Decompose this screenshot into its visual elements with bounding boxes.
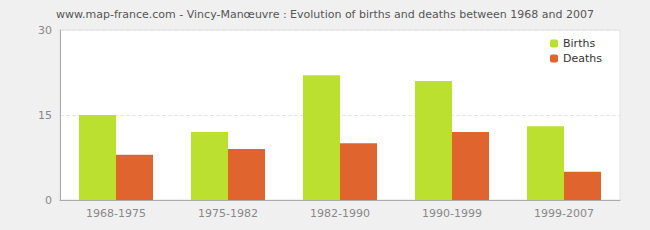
svg-text:Births: Births <box>563 37 595 50</box>
svg-text:1990-1999: 1990-1999 <box>422 207 482 220</box>
svg-text:30: 30 <box>38 24 52 37</box>
svg-text:1982-1990: 1982-1990 <box>310 207 370 220</box>
svg-text:1975-1982: 1975-1982 <box>198 207 258 220</box>
svg-text:Deaths: Deaths <box>563 52 602 65</box>
svg-text:1968-1975: 1968-1975 <box>86 207 146 220</box>
svg-text:0: 0 <box>45 194 52 207</box>
svg-text:1999-2007: 1999-2007 <box>534 207 594 220</box>
svg-text:www.map-france.com - Vincy-Man: www.map-france.com - Vincy-Manœuvre : Ev… <box>56 8 594 21</box>
svg-text:15: 15 <box>38 109 52 122</box>
